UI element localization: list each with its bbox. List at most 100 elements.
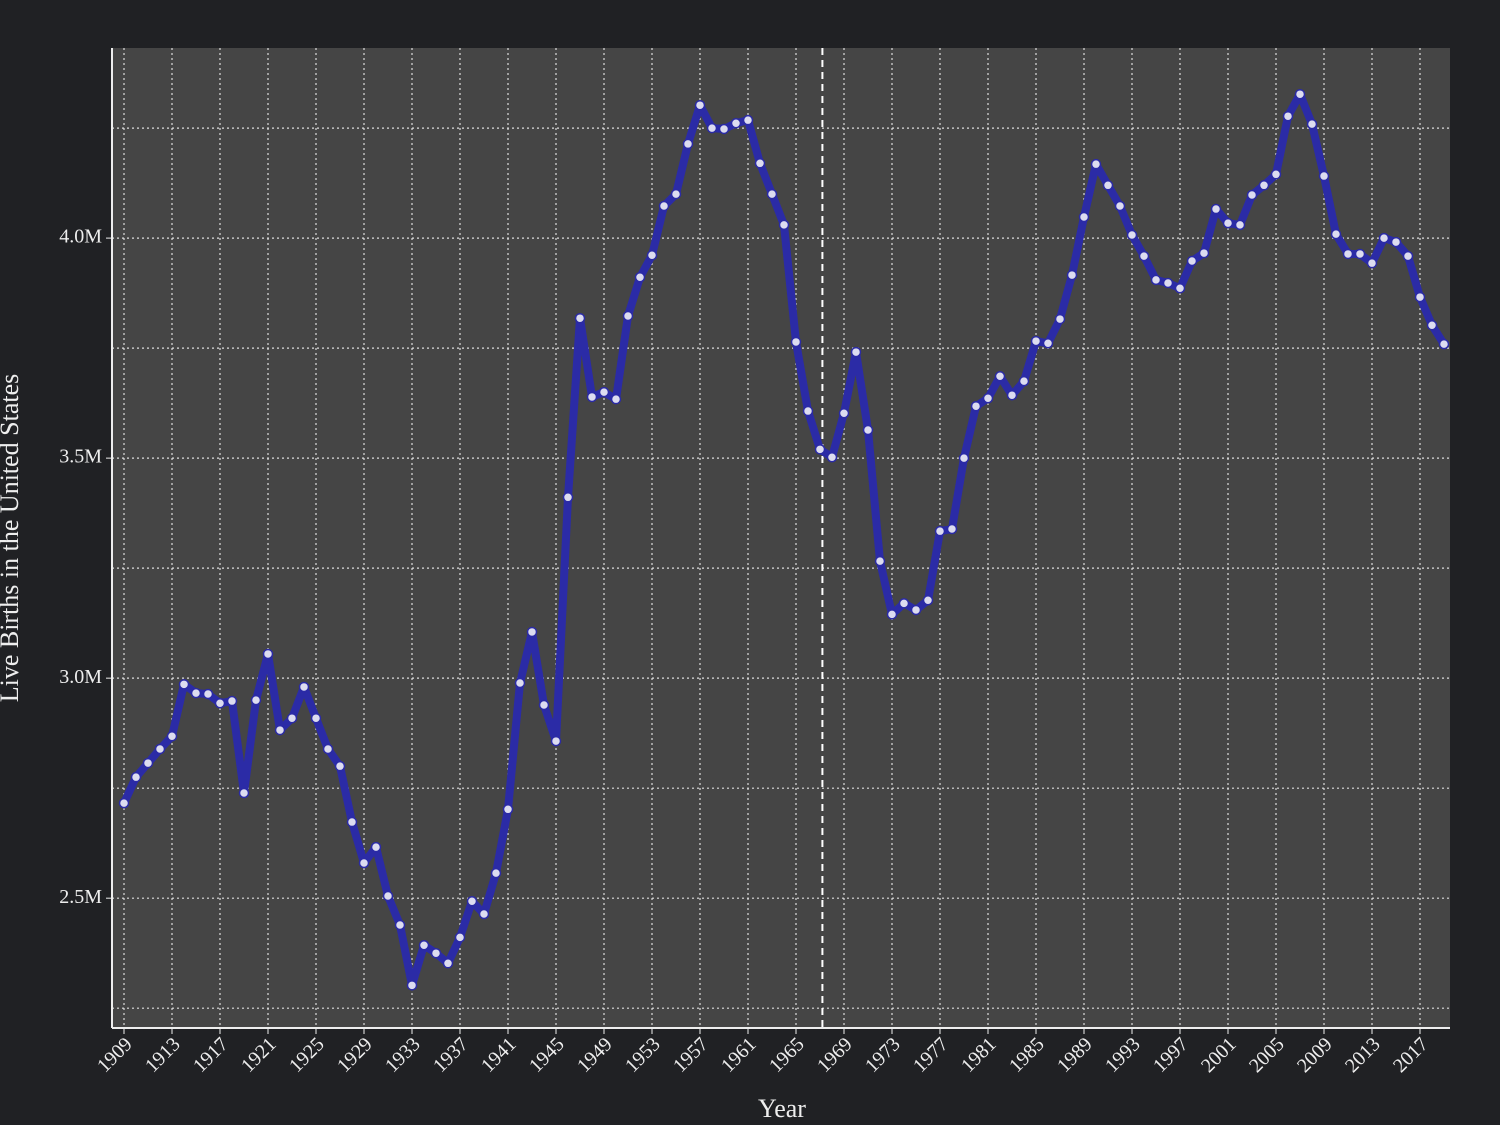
point: [814, 444, 826, 455]
point: [1402, 250, 1414, 262]
point: [418, 940, 430, 951]
point: [406, 980, 418, 991]
point: [334, 760, 346, 772]
y-tick-label: 4.0M: [59, 226, 102, 248]
point: [850, 346, 862, 358]
point: [286, 712, 298, 724]
point: [718, 123, 730, 135]
point: [934, 525, 946, 537]
point: [598, 386, 610, 398]
point: [1150, 274, 1162, 286]
point: [1006, 389, 1018, 401]
point: [886, 609, 898, 620]
point: [310, 712, 322, 724]
point: [214, 697, 226, 709]
point: [1186, 255, 1198, 267]
y-tick-label: 2.5M: [59, 886, 102, 908]
point: [178, 679, 190, 690]
point: [994, 371, 1006, 382]
point: [538, 699, 550, 711]
point: [274, 724, 286, 736]
point: [982, 393, 994, 404]
point: [730, 117, 742, 129]
point: [658, 200, 670, 212]
point: [262, 648, 274, 660]
point: [454, 932, 466, 943]
point: [1054, 313, 1066, 325]
point: [562, 492, 574, 503]
point: [634, 272, 646, 283]
point: [298, 681, 310, 693]
point: [1330, 228, 1342, 240]
point: [970, 400, 982, 412]
point: [1246, 189, 1258, 201]
y-tick-label: 3.5M: [59, 446, 102, 468]
point: [478, 908, 490, 920]
point: [838, 407, 850, 419]
point: [754, 158, 766, 169]
point: [958, 452, 970, 464]
point: [1234, 219, 1246, 231]
point: [466, 896, 478, 907]
point: [1342, 248, 1354, 260]
point: [586, 391, 598, 403]
point: [202, 688, 214, 700]
point: [610, 393, 622, 405]
point: [502, 804, 514, 815]
point: [574, 312, 586, 324]
point: [1366, 257, 1378, 269]
point: [898, 598, 910, 609]
point: [1138, 250, 1150, 262]
point: [766, 188, 778, 200]
point: [370, 841, 382, 853]
point: [922, 595, 934, 606]
point: [802, 405, 814, 417]
point: [778, 219, 790, 231]
point: [706, 122, 718, 134]
point: [1090, 158, 1102, 170]
point: [1306, 118, 1318, 130]
point: [382, 890, 394, 902]
point: [190, 687, 202, 699]
x-axis-label: Year: [758, 1094, 806, 1123]
point: [682, 138, 694, 150]
point: [622, 310, 634, 322]
point: [1102, 180, 1114, 191]
point: [1390, 236, 1402, 248]
point: [1318, 170, 1330, 182]
point: [1066, 269, 1078, 281]
point: [1162, 277, 1174, 289]
point: [1258, 180, 1270, 191]
point: [1018, 375, 1030, 387]
point: [1282, 110, 1294, 122]
point: [154, 743, 166, 755]
point: [862, 424, 874, 436]
point: [490, 867, 502, 879]
point: [1030, 335, 1042, 347]
point: [1210, 203, 1222, 215]
point: [430, 947, 442, 959]
point: [670, 188, 682, 200]
point: [1198, 247, 1210, 259]
point: [694, 99, 706, 111]
point: [550, 735, 562, 747]
point: [1114, 200, 1126, 212]
point: [1294, 88, 1306, 100]
point: [1438, 338, 1450, 350]
point: [1414, 291, 1426, 303]
point: [1174, 283, 1186, 294]
point: [118, 797, 130, 809]
point: [394, 919, 406, 931]
point: [1354, 248, 1366, 260]
point: [442, 958, 454, 969]
point: [250, 694, 262, 706]
point: [1426, 319, 1438, 331]
y-axis-label: Live Births in the United States: [0, 374, 24, 703]
point: [142, 757, 154, 769]
y-tick-label: 3.0M: [59, 666, 102, 688]
point: [790, 336, 802, 348]
point: [874, 555, 886, 567]
point: [646, 250, 658, 261]
point: [346, 816, 358, 828]
